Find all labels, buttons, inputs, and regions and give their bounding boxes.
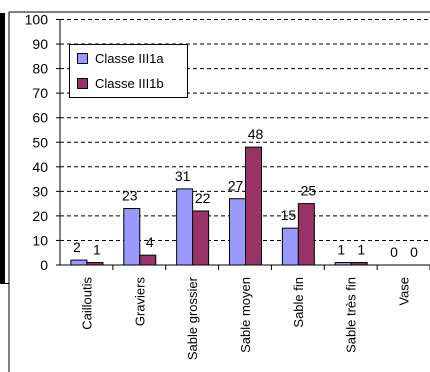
y-tick-label: 50	[32, 134, 48, 150]
legend-label-series-1: Classe III1a	[95, 50, 164, 66]
data-label: 15	[281, 207, 297, 223]
x-tick-label: Sable grossier	[185, 276, 200, 360]
x-tick-label: Graviers	[132, 277, 147, 327]
bar	[297, 203, 315, 266]
data-label: 1	[337, 242, 345, 258]
data-label: 31	[175, 168, 191, 184]
legend-swatch-series-1	[77, 52, 88, 64]
y-tick-label: 60	[32, 110, 48, 126]
data-label: 25	[301, 183, 317, 199]
legend-swatch-series-2	[77, 77, 88, 89]
data-label: 23	[122, 188, 138, 204]
data-label: 1	[93, 242, 101, 258]
y-tick-label: 30	[32, 183, 48, 199]
x-tick-label: Vase	[397, 277, 412, 306]
bar	[176, 188, 194, 266]
legend-item-series-1: Classe III1a	[77, 50, 164, 66]
data-label: 0	[410, 244, 418, 260]
y-tick-label: 40	[32, 159, 48, 175]
bar	[70, 259, 88, 266]
left-edge-tick	[0, 283, 9, 284]
y-tick-label: 70	[32, 85, 48, 101]
y-tick-label: 90	[32, 36, 48, 52]
x-tick-label: Sable moyen	[238, 277, 253, 353]
data-label: 0	[390, 244, 398, 260]
y-tick-label: 0	[40, 257, 48, 273]
bar	[139, 254, 157, 266]
x-tick-label: Sable très fin	[344, 277, 359, 353]
legend-item-series-2: Classe III1b	[77, 75, 164, 91]
bar	[281, 227, 299, 266]
x-tick-label: Sable fin	[291, 277, 306, 328]
data-label: 48	[248, 126, 264, 142]
legend-label-series-2: Classe III1b	[95, 75, 164, 91]
data-label: 27	[228, 178, 244, 194]
x-tick-label: Cailloutis	[79, 277, 94, 330]
bar	[245, 146, 262, 266]
y-tick-label: 10	[32, 232, 48, 248]
data-label: 1	[357, 242, 365, 258]
y-tick-label: 20	[32, 208, 48, 224]
bar	[192, 210, 210, 266]
left-edge-bar	[0, 13, 5, 283]
y-tick-label: 100	[25, 12, 49, 28]
y-tick-label: 80	[32, 61, 48, 77]
data-label: 22	[195, 190, 211, 206]
chart-legend: Classe III1a Classe III1b	[69, 44, 188, 98]
bar	[229, 198, 246, 266]
data-label: 2	[73, 239, 81, 255]
data-label: 4	[146, 234, 154, 250]
bar	[123, 208, 141, 266]
